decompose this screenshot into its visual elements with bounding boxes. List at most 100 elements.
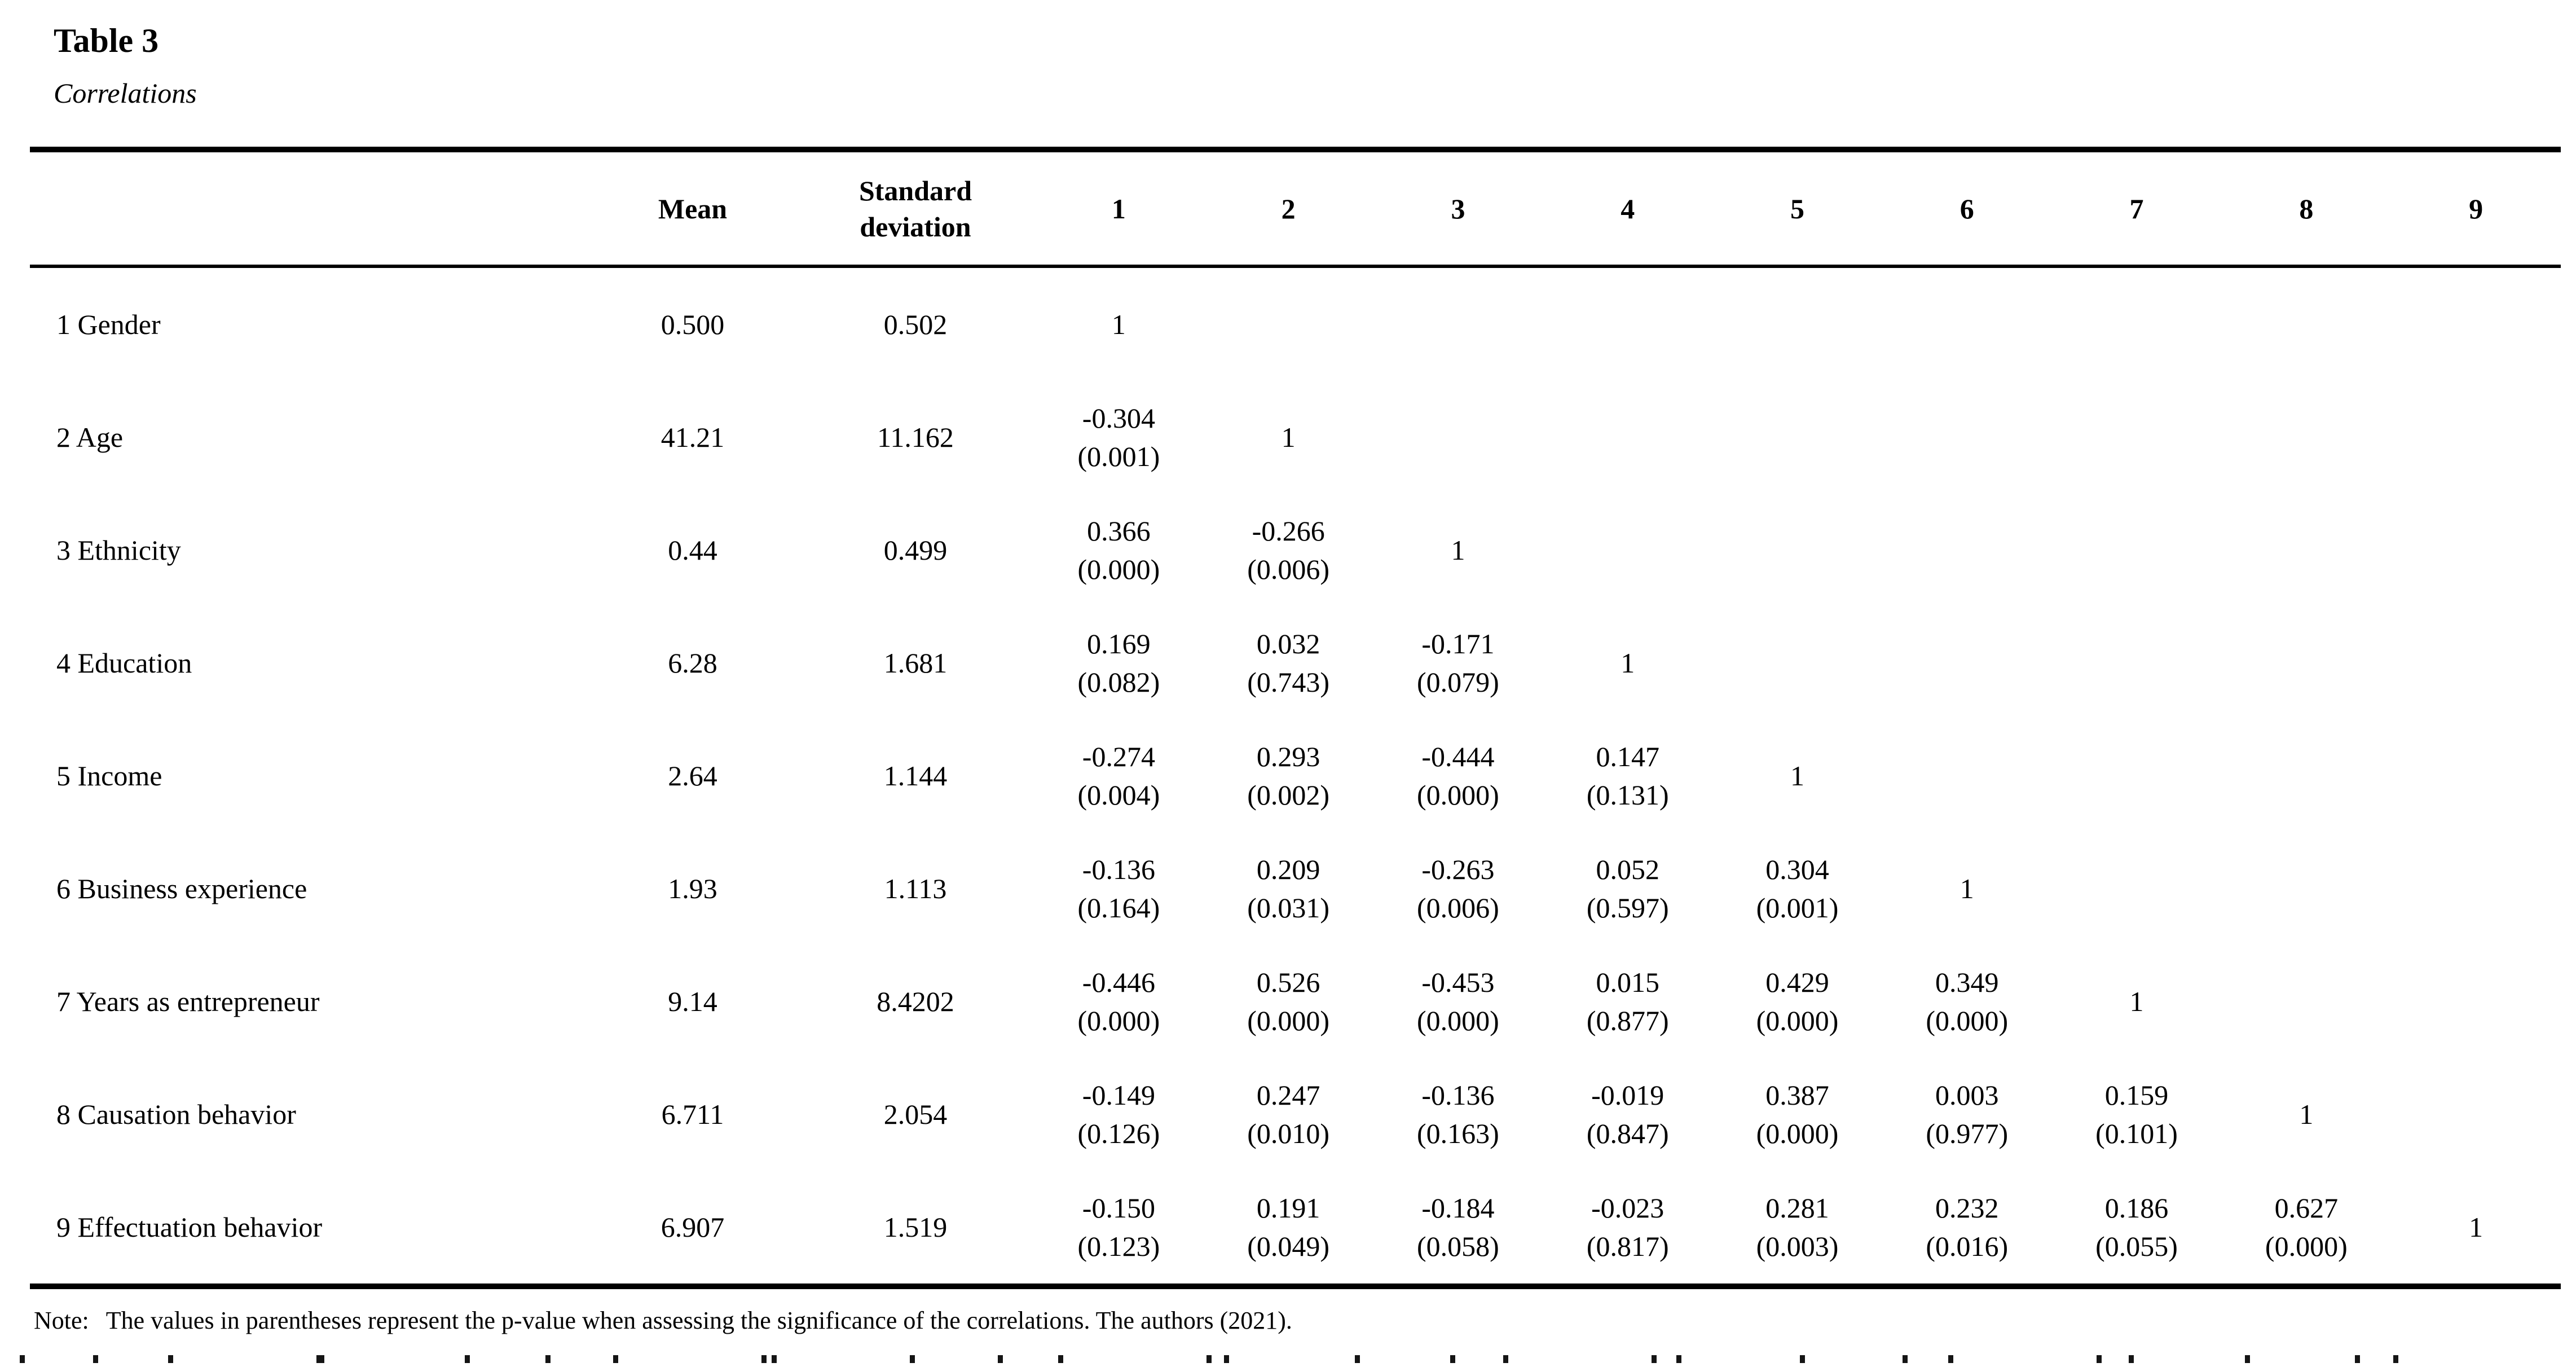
corr-value: 0.429 [1765, 966, 1829, 998]
table-number-title: Table 3 [54, 22, 159, 59]
corr-value: 0.526 [1256, 966, 1320, 998]
corr-cell: 0.209 (0.031) [1204, 832, 1373, 945]
corr-cell [1373, 268, 1543, 381]
table-row: 1 Gender 0.500 0.502 1 [30, 268, 2561, 381]
mean-cell: 41.21 [660, 421, 725, 453]
corr-cell: 0.015 (0.877) [1543, 945, 1712, 1058]
row-label-cell: 8 Causation behavior [56, 1098, 296, 1130]
corr-cell: 0.293 (0.002) [1204, 719, 1373, 832]
col-header-9: 9 [2469, 192, 2483, 225]
corr-value: 0.366 [1087, 515, 1151, 547]
corr-cell: -0.274 (0.004) [1034, 719, 1204, 832]
corr-value: -0.444 [1421, 741, 1495, 772]
corr-value: 1 [1111, 309, 1126, 340]
mean-cell: 9.14 [668, 986, 717, 1017]
col-header-8: 8 [2299, 192, 2314, 225]
corr-cell [2221, 494, 2391, 606]
corr-cell [2391, 945, 2561, 1058]
corr-value: 1 [2469, 1211, 2483, 1243]
corr-cell [1712, 381, 1882, 494]
corr-cell [2391, 268, 2561, 381]
corr-value: 0.304 [1765, 854, 1829, 885]
row-label-cell: 1 Gender [56, 309, 161, 340]
corr-value: -0.136 [1082, 854, 1155, 885]
note-text: The values in parentheses represent the … [105, 1307, 1292, 1334]
corr-pvalue: (0.003) [1756, 1230, 1839, 1262]
corr-pvalue: (0.002) [1247, 779, 1330, 811]
corr-pvalue: (0.131) [1586, 779, 1669, 811]
table-row: 9 Effectuation behavior 6.907 1.519 -0.1… [30, 1171, 2561, 1284]
corr-value: 0.159 [2104, 1079, 2169, 1111]
corr-cell: 1 [2052, 945, 2222, 1058]
corr-pvalue: (0.058) [1417, 1230, 1499, 1262]
corr-cell [1712, 606, 1882, 719]
corr-value: 0.169 [1087, 628, 1151, 660]
corr-pvalue: (0.126) [1077, 1118, 1160, 1149]
corr-pvalue: (0.000) [1077, 553, 1160, 585]
corr-pvalue: (0.031) [1247, 892, 1330, 924]
col-header-mean: Mean [658, 192, 728, 225]
corr-pvalue: (0.877) [1586, 1005, 1669, 1036]
corr-value: 1 [1281, 421, 1296, 453]
col-header-4: 4 [1621, 192, 1635, 225]
corr-pvalue: (0.004) [1077, 779, 1160, 811]
corr-cell: 0.349 (0.000) [1882, 945, 2052, 1058]
corr-value: 0.147 [1596, 741, 1659, 772]
corr-cell: -0.171 (0.079) [1373, 606, 1543, 719]
col-header-6: 6 [1959, 192, 1974, 225]
corr-cell [1543, 268, 1712, 381]
sd-cell: 1.519 [883, 1211, 948, 1243]
corr-cell: -0.150 (0.123) [1034, 1171, 1204, 1284]
corr-value: -0.171 [1421, 628, 1495, 660]
col-header-5: 5 [1790, 192, 1804, 225]
corr-value: 1 [1959, 873, 1974, 904]
corr-cell [2052, 268, 2222, 381]
col-header-2: 2 [1281, 192, 1296, 225]
corr-pvalue: (0.001) [1077, 441, 1160, 472]
mean-cell: 0.44 [668, 534, 717, 566]
corr-value: 1 [1451, 534, 1465, 566]
corr-pvalue: (0.597) [1586, 892, 1669, 924]
corr-value: 0.052 [1596, 854, 1659, 885]
corr-pvalue: (0.977) [1926, 1118, 2009, 1149]
corr-pvalue: (0.049) [1247, 1230, 1330, 1262]
sd-cell: 1.113 [884, 873, 947, 904]
corr-cell [2221, 606, 2391, 719]
corr-cell: -0.136 (0.163) [1373, 1058, 1543, 1171]
corr-cell [1882, 719, 2052, 832]
corr-value: 1 [1621, 647, 1635, 679]
corr-pvalue: (0.000) [1077, 1005, 1160, 1036]
table-row: 8 Causation behavior 6.711 2.054 -0.149 (… [30, 1058, 2561, 1171]
table-row: 6 Business experience 1.93 1.113 -0.136 (… [30, 832, 2561, 945]
corr-cell: -0.304 (0.001) [1034, 381, 1204, 494]
col-header-7: 7 [2129, 192, 2144, 225]
corr-cell: 1 [1712, 719, 1882, 832]
corr-pvalue: (0.817) [1586, 1230, 1669, 1262]
mean-cell: 6.711 [661, 1098, 724, 1130]
corr-pvalue: (0.000) [1756, 1005, 1839, 1036]
corr-cell: 0.247 (0.010) [1204, 1058, 1373, 1171]
corr-cell: 0.169 (0.082) [1034, 606, 1204, 719]
corr-cell: 0.387 (0.000) [1712, 1058, 1882, 1171]
corr-cell [2052, 832, 2222, 945]
sd-cell: 0.502 [883, 309, 948, 340]
corr-cell: 1 [2391, 1171, 2561, 1284]
corr-cell: -0.149 (0.126) [1034, 1058, 1204, 1171]
corr-cell: -0.184 (0.058) [1373, 1171, 1543, 1284]
corr-cell [1543, 494, 1712, 606]
row-label-cell: 3 Ethnicity [56, 534, 181, 566]
table-body: 1 Gender 0.500 0.502 1 2 Age 41.21 11.16… [30, 268, 2561, 1284]
corr-cell [2221, 719, 2391, 832]
clipped-text-line [20, 1355, 2503, 1363]
corr-cell [2391, 381, 2561, 494]
corr-value: 0.281 [1765, 1192, 1829, 1224]
corr-pvalue: (0.000) [1417, 1005, 1499, 1036]
corr-value: 0.015 [1596, 966, 1659, 998]
corr-cell [2052, 381, 2222, 494]
corr-cell [2052, 494, 2222, 606]
corr-cell: 1 [1543, 606, 1712, 719]
col-header-1: 1 [1111, 192, 1126, 225]
corr-pvalue: (0.847) [1586, 1118, 1669, 1149]
corr-cell [2221, 268, 2391, 381]
corr-pvalue: (0.001) [1756, 892, 1839, 924]
